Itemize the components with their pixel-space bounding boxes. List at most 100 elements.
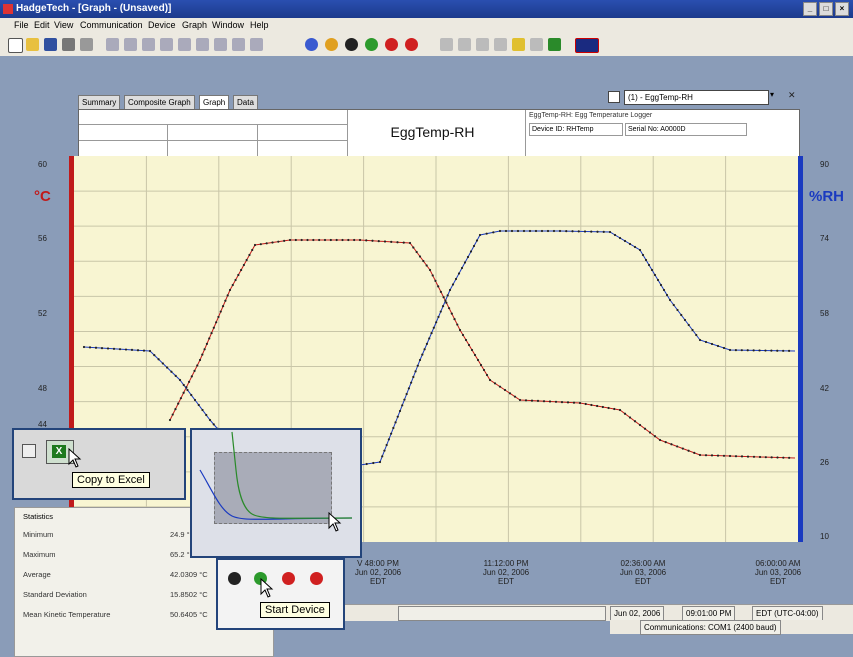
data-point xyxy=(408,241,412,245)
data-point xyxy=(472,244,476,248)
menu-help[interactable]: Help xyxy=(250,20,269,30)
new-icon[interactable] xyxy=(8,38,23,53)
cursor-icon[interactable] xyxy=(106,38,119,51)
data-point xyxy=(431,274,434,277)
save-icon[interactable] xyxy=(44,38,57,51)
data-point xyxy=(421,353,424,356)
data-point xyxy=(665,293,669,297)
data-point xyxy=(288,238,292,242)
table-view-icon[interactable] xyxy=(22,444,36,458)
data-point xyxy=(578,401,582,405)
app-icon xyxy=(3,4,13,14)
device-info-icon[interactable] xyxy=(305,38,318,51)
graph-icon[interactable] xyxy=(494,38,507,51)
menu-edit[interactable]: Edit xyxy=(34,20,50,30)
grid-icon[interactable] xyxy=(458,38,471,51)
chart-options-icon[interactable]: ▾ xyxy=(770,90,775,99)
data-point xyxy=(653,273,657,277)
menu-file[interactable]: File xyxy=(14,20,29,30)
list-icon[interactable] xyxy=(530,38,543,51)
report-icon[interactable] xyxy=(476,38,489,51)
data-point xyxy=(312,238,315,242)
data-point xyxy=(558,229,562,233)
data-point xyxy=(390,432,393,435)
data-point xyxy=(460,266,464,270)
excel-icon[interactable] xyxy=(548,38,561,51)
data-point xyxy=(458,328,462,332)
zoom-x-icon[interactable] xyxy=(196,38,209,51)
data-point xyxy=(698,338,702,342)
data-point xyxy=(385,443,388,447)
start-device-icon[interactable] xyxy=(365,38,378,51)
show-checkbox[interactable] xyxy=(608,91,620,103)
title-bar: HadgeTech - [Graph - (Unsaved)] _ □ × xyxy=(0,0,853,18)
data-point xyxy=(237,273,240,277)
zoom-out-icon[interactable] xyxy=(178,38,191,51)
data-point xyxy=(740,455,744,458)
menu-communication[interactable]: Communication xyxy=(80,20,143,30)
data-point xyxy=(485,232,488,235)
highlight-icon[interactable] xyxy=(512,38,525,51)
data-point xyxy=(112,347,116,350)
maximize-button[interactable]: □ xyxy=(819,2,833,16)
language-flag-icon[interactable] xyxy=(575,38,599,53)
data-point xyxy=(201,408,204,412)
reset-device-icon[interactable] xyxy=(405,38,418,51)
data-point xyxy=(412,246,415,249)
zoom-in-icon[interactable] xyxy=(160,38,173,51)
download-icon[interactable] xyxy=(228,572,241,585)
data-point xyxy=(565,230,568,233)
data-point xyxy=(161,362,164,365)
status-icon[interactable] xyxy=(325,38,338,51)
print-icon[interactable] xyxy=(62,38,75,51)
data-point xyxy=(435,321,438,324)
data-point xyxy=(442,296,445,299)
device-dropdown[interactable]: (1) - EggTemp-RH xyxy=(624,90,769,105)
menu-view[interactable]: View xyxy=(54,20,74,30)
data-point xyxy=(681,447,684,450)
data-point xyxy=(518,398,522,402)
menu-device[interactable]: Device xyxy=(148,20,176,30)
data-point xyxy=(508,392,512,395)
data-point xyxy=(656,278,660,282)
table-icon[interactable] xyxy=(440,38,453,51)
pan-icon[interactable] xyxy=(124,38,137,51)
data-point xyxy=(782,349,785,352)
reset-device-icon[interactable] xyxy=(310,572,323,585)
tab-summary[interactable]: Summary xyxy=(78,95,121,110)
data-point xyxy=(383,449,386,452)
move-icon[interactable] xyxy=(142,38,155,51)
print-preview-icon[interactable] xyxy=(80,38,93,51)
minimize-button[interactable]: _ xyxy=(803,2,817,16)
data-point xyxy=(215,321,218,324)
zoom-reset-icon[interactable] xyxy=(250,38,263,51)
data-point xyxy=(475,239,479,242)
close-graph-icon[interactable]: ✕ xyxy=(788,90,796,100)
open-icon[interactable] xyxy=(26,38,39,51)
download-icon[interactable] xyxy=(345,38,358,51)
data-point xyxy=(752,349,755,352)
x-label-2: 11:12:00 PM Jun 02, 2006 EDT xyxy=(466,559,546,586)
close-button[interactable]: × xyxy=(835,2,849,16)
data-point xyxy=(644,258,648,262)
data-point xyxy=(245,258,248,262)
data-point xyxy=(294,238,297,242)
start-device-callout: Start Device xyxy=(216,558,345,630)
data-point xyxy=(540,229,544,233)
zoom-y-icon[interactable] xyxy=(214,38,227,51)
data-point xyxy=(710,342,714,346)
x-label-time: V 48:00 PM xyxy=(357,559,399,568)
stat-label: Standard Deviation xyxy=(23,590,87,599)
data-point xyxy=(704,340,708,344)
stat-value: 50.6405 °C xyxy=(170,610,208,619)
data-point xyxy=(383,240,387,243)
data-point xyxy=(208,418,212,422)
data-point xyxy=(453,317,456,321)
stop-device-icon[interactable] xyxy=(385,38,398,51)
menu-window[interactable]: Window xyxy=(212,20,245,30)
data-point xyxy=(758,455,762,459)
stop-device-icon[interactable] xyxy=(282,572,295,585)
data-point xyxy=(193,369,196,373)
menu-graph[interactable]: Graph xyxy=(182,20,208,30)
zoom-box-icon[interactable] xyxy=(232,38,245,51)
